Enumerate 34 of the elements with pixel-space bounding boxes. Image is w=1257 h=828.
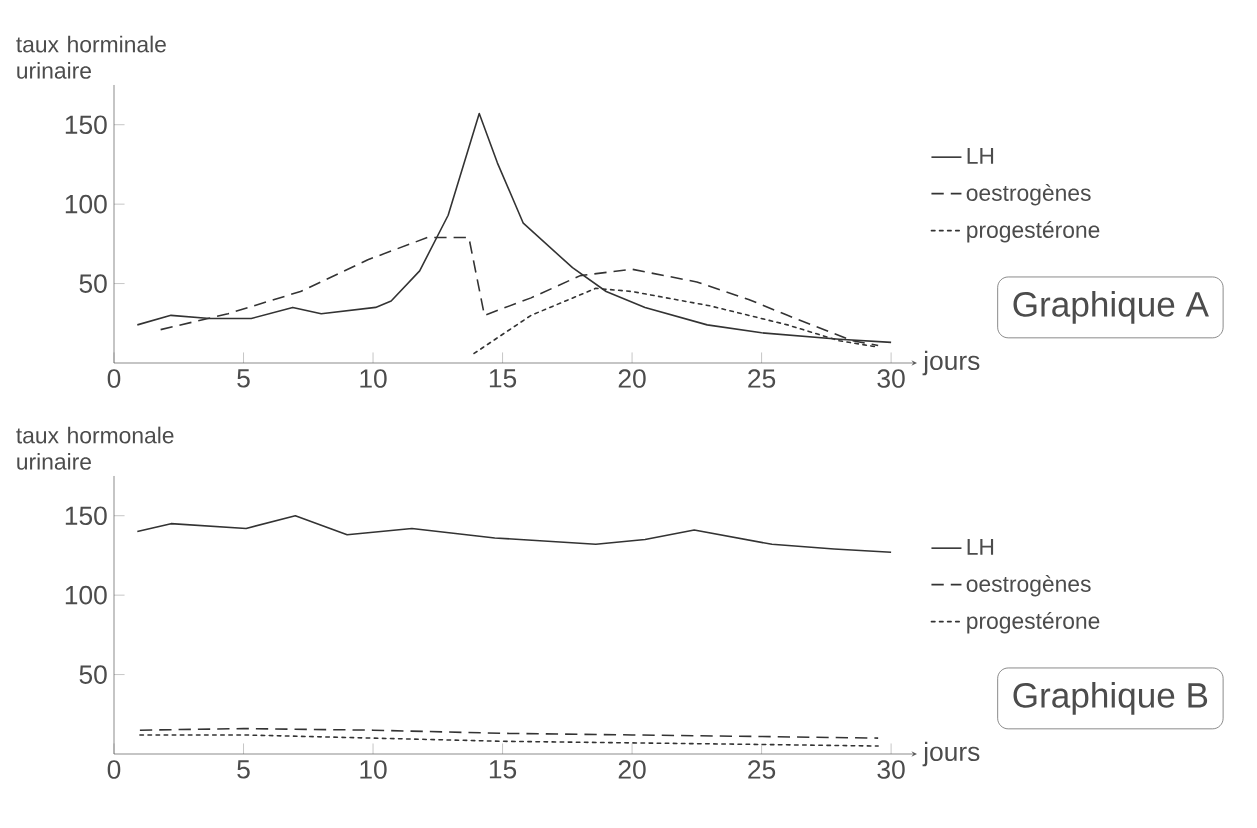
legend-label: LH: [967, 538, 994, 555]
x-tick-label: 30: [877, 369, 905, 388]
line-series: [136, 514, 892, 554]
legend-label: progestérone: [967, 611, 1100, 634]
legend-label: LH: [967, 147, 994, 164]
y-tick-label: 50: [79, 665, 107, 684]
x-tick-label: 0: [107, 760, 121, 779]
x-tick-label: 10: [360, 369, 387, 388]
y-axis-title: taux hormonale urinaire: [16, 426, 174, 470]
x-tick-label: 15: [489, 760, 517, 779]
legend-label: oestrogènes: [966, 574, 1091, 597]
legend-label: oestrogènes: [966, 183, 1091, 206]
y-axis-title: taux horminale urinaire: [16, 35, 166, 79]
x-axis-title: jours: [922, 741, 980, 767]
x-tick-label: 25: [748, 760, 776, 779]
legend-label: progestérone: [967, 220, 1100, 243]
x-tick-label: 0: [107, 369, 121, 388]
text: Graphique B: [1013, 682, 1208, 715]
y-tick-label: 150: [65, 115, 107, 135]
text: Graphique A: [1013, 291, 1209, 324]
x-axis-title: jours: [922, 350, 980, 376]
x-tick-label: 10: [360, 760, 387, 779]
y-tick-label: 50: [79, 274, 107, 293]
line-series: [139, 727, 879, 739]
x-tick-label: 20: [618, 369, 646, 388]
y-tick-label: 100: [65, 194, 107, 214]
x-tick-label: 5: [237, 760, 250, 779]
y-tick-label: 150: [65, 506, 107, 526]
x-tick-label: 15: [489, 369, 517, 388]
x-tick-label: 5: [237, 369, 250, 388]
x-tick-label: 25: [748, 369, 776, 388]
y-tick-label: 100: [65, 585, 107, 605]
x-tick-label: 30: [877, 760, 905, 779]
x-tick-label: 20: [618, 760, 646, 779]
